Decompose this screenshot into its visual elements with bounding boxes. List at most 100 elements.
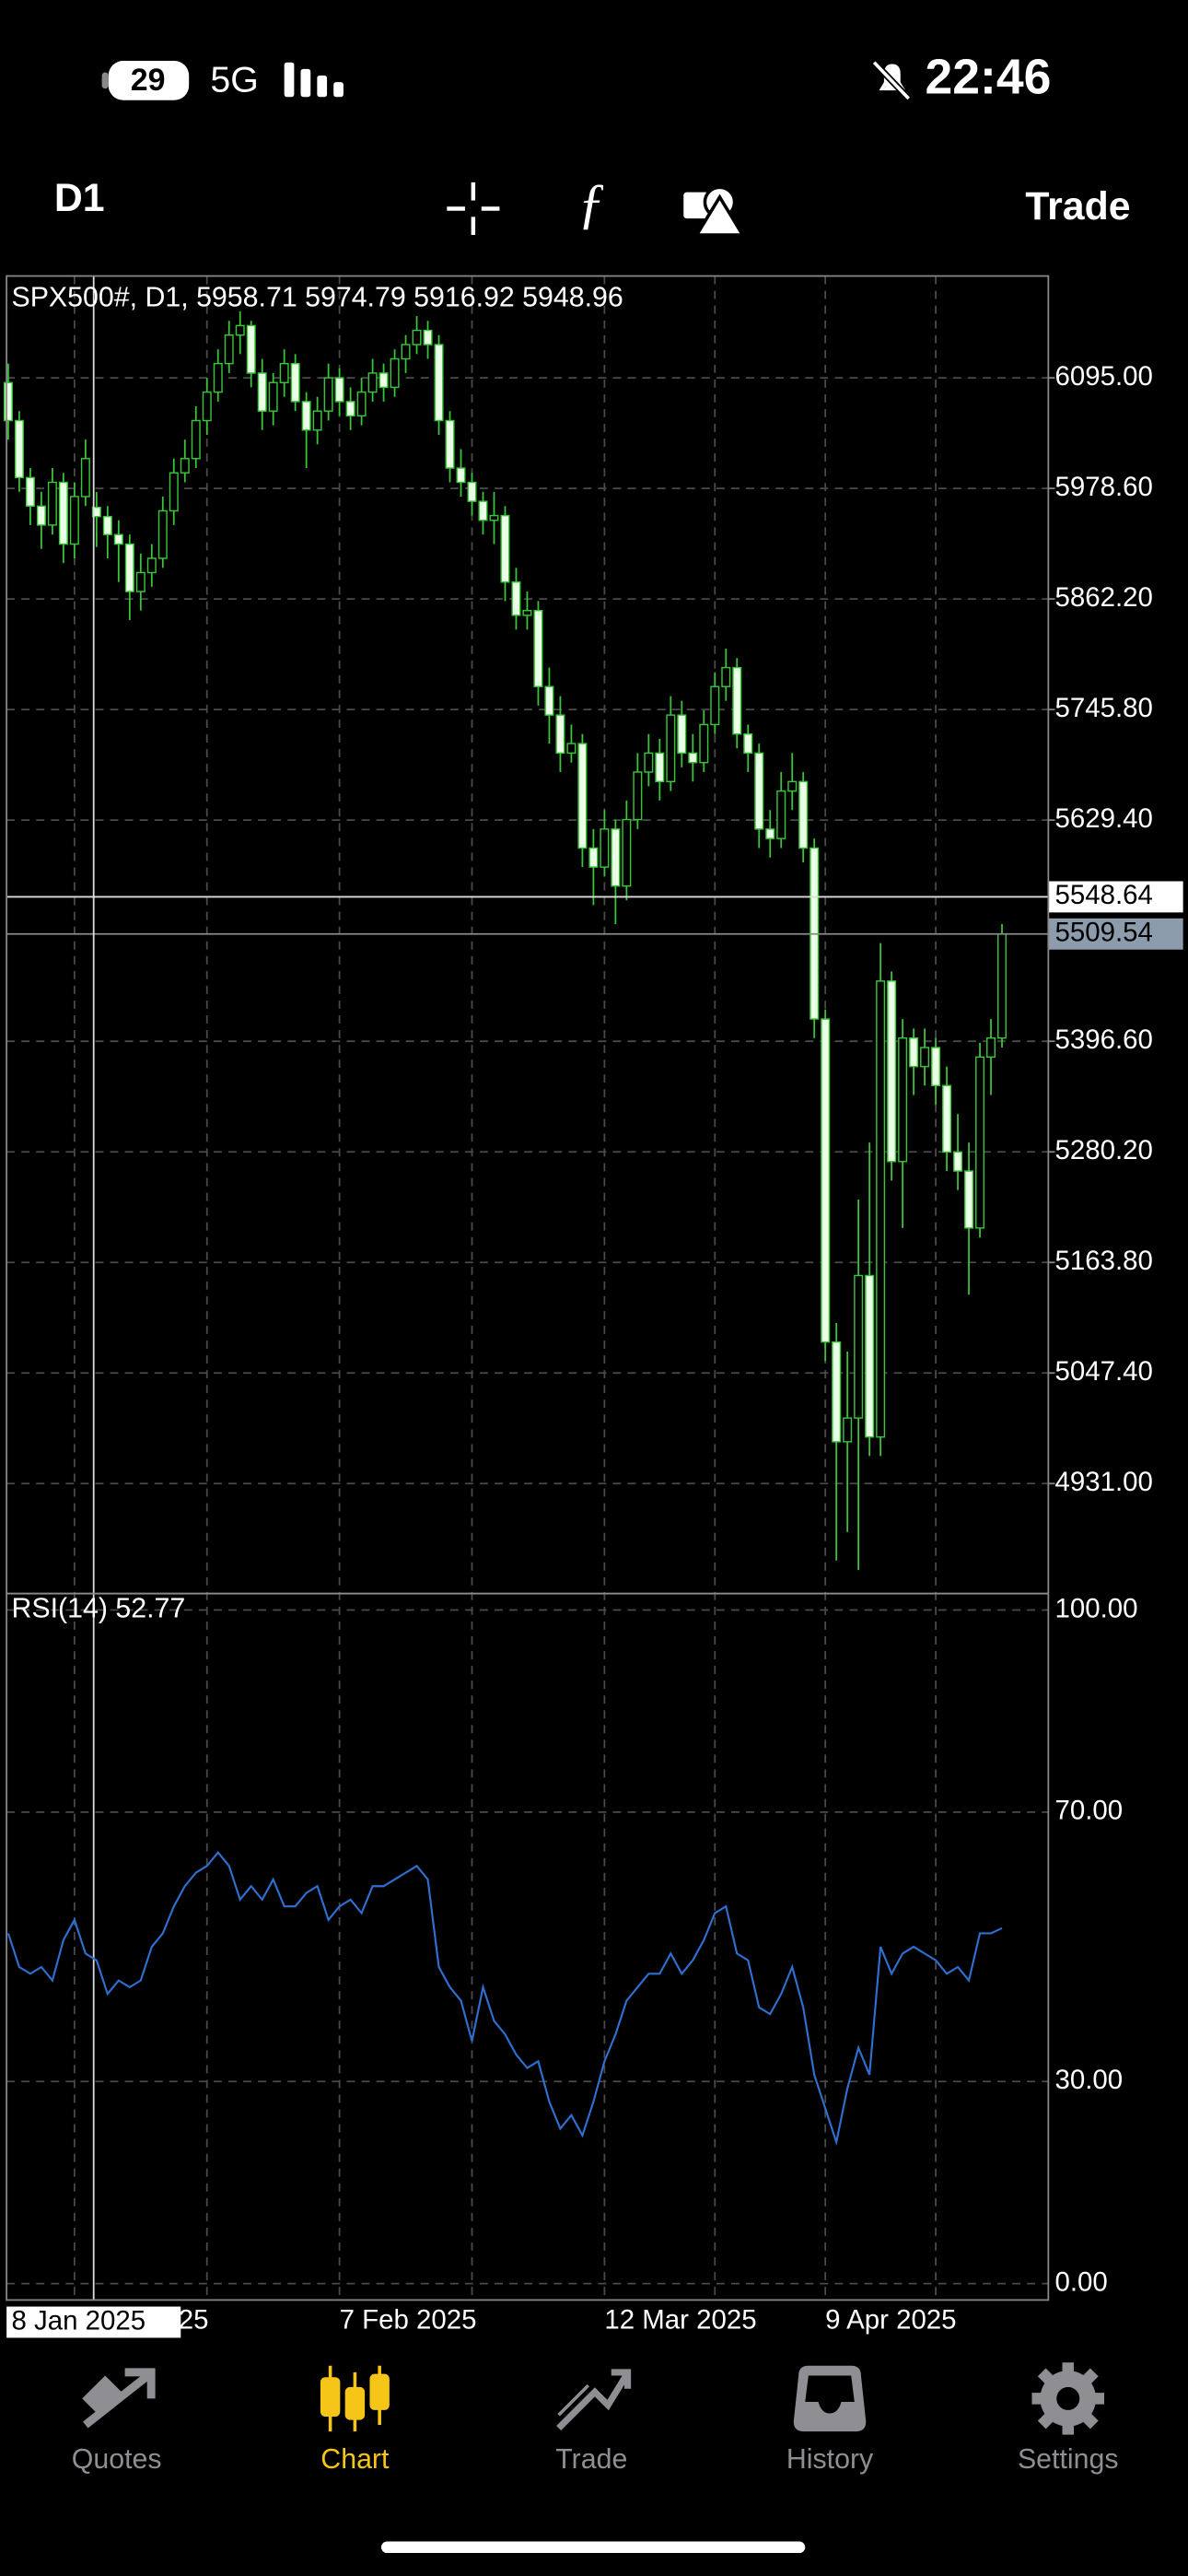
candle-body <box>821 1018 831 1343</box>
candle-body <box>964 1170 974 1229</box>
y-tick-label: 0.00 <box>1054 2266 1107 2297</box>
y-tick-label: 6095.00 <box>1054 361 1152 392</box>
tab-history[interactable]: History <box>786 2365 874 2475</box>
candle-body <box>754 752 764 830</box>
tab-trade[interactable]: Trade <box>555 2369 632 2475</box>
crosshair-button[interactable] <box>447 181 500 235</box>
tab-label: History <box>786 2444 874 2475</box>
crosshair-price-box <box>1048 881 1183 913</box>
candle-body <box>600 828 610 868</box>
candle-body <box>953 1151 963 1172</box>
candle-body <box>544 685 554 716</box>
chart-area: 6095.00 5978.60 5862.20 5745.80 5629.40 5396.… <box>3 275 1183 2338</box>
candle-body <box>633 771 643 821</box>
crosshair-date-box <box>6 2306 181 2338</box>
trade-button[interactable]: Trade <box>1025 184 1130 228</box>
candle-body <box>765 828 775 839</box>
last-price-box <box>1048 918 1183 950</box>
candle-body <box>25 476 35 508</box>
candle-body <box>235 324 245 336</box>
x-tick-label: 9 Apr 2025 <box>825 2304 956 2335</box>
y-tick-label: 5280.20 <box>1054 1135 1152 1165</box>
candle-body <box>135 571 146 592</box>
tab-quotes[interactable]: Quotes <box>72 2368 162 2475</box>
candle-body <box>367 372 378 393</box>
candle-body <box>180 458 190 474</box>
candle-body <box>80 458 90 498</box>
candle-body <box>677 714 687 755</box>
candle-body <box>257 372 267 412</box>
y-tick-label: 5745.80 <box>1054 693 1152 723</box>
candle-body <box>345 401 355 417</box>
candle-body <box>710 685 720 726</box>
candle-body <box>202 391 212 422</box>
candle-body <box>390 357 400 389</box>
crosshair-price-label: 5548.64 <box>1054 880 1152 910</box>
candle-body <box>611 828 621 887</box>
candle-body <box>666 714 676 783</box>
candle-body <box>832 1341 842 1443</box>
candle-body <box>423 329 433 345</box>
candle-body <box>699 723 709 764</box>
candle-body <box>854 1274 864 1419</box>
y-tick-label: 70.00 <box>1054 1796 1123 1826</box>
y-tick-label: 5629.40 <box>1054 803 1152 834</box>
candle-body <box>997 933 1007 1039</box>
candle-body <box>301 401 311 431</box>
timeframe-button[interactable]: D1 <box>54 176 105 220</box>
candle-body <box>721 666 731 687</box>
candle-body <box>401 344 411 360</box>
candle-body <box>555 714 565 755</box>
tab-chart[interactable]: Chart <box>320 2365 390 2475</box>
network: 5G <box>210 60 258 100</box>
candle-body <box>644 752 654 773</box>
candle-body <box>3 381 13 422</box>
candle-body <box>323 377 333 412</box>
candle-body <box>47 481 57 526</box>
candle-body <box>102 515 112 535</box>
candle-body <box>445 419 455 469</box>
candle-body <box>169 472 179 512</box>
candle-body <box>434 344 444 422</box>
candle-body <box>776 790 786 839</box>
rsi-pane-frame <box>6 1592 1050 2301</box>
indicators-button[interactable]: ƒ <box>577 172 605 234</box>
candle-body <box>688 752 698 764</box>
candle-body <box>787 780 798 792</box>
x-tick-label: 7 Feb 2025 <box>340 2304 477 2335</box>
candle-body <box>588 847 599 868</box>
candle-body <box>500 514 510 583</box>
candle-body <box>743 733 753 755</box>
status-bar: 29 5G 22:46 <box>101 51 1052 105</box>
candle-body <box>622 818 632 887</box>
candle-body <box>920 1047 930 1068</box>
objects-button[interactable] <box>683 185 746 237</box>
home-indicator <box>380 2541 806 2554</box>
rsi-title: RSI(14) 52.77 <box>11 1594 185 1624</box>
y-tick-label: 5163.80 <box>1054 1246 1152 1276</box>
candle-body <box>931 1047 941 1086</box>
candle-body <box>986 1036 996 1059</box>
candle-body <box>456 467 466 484</box>
candle-body <box>312 410 322 431</box>
candle-body <box>566 743 577 755</box>
candle-body <box>909 1036 919 1068</box>
candle-body <box>58 481 68 545</box>
candle-body <box>91 506 101 518</box>
candle-body <box>843 1417 853 1443</box>
clock: 22:46 <box>926 51 1052 105</box>
battery-level: 29 <box>131 63 166 98</box>
candle-body <box>191 419 201 460</box>
crosshair-date-label: 8 Jan 2025 <box>11 2305 146 2336</box>
candle-body <box>113 533 123 545</box>
candle-body <box>511 581 521 616</box>
candle-body <box>268 381 278 412</box>
silent-icon <box>871 60 912 101</box>
candle-body <box>213 362 223 393</box>
candle-body <box>157 509 168 559</box>
candle-body <box>876 980 886 1438</box>
candle-body <box>887 980 897 1163</box>
candle-body <box>577 743 588 849</box>
tab-label: Settings <box>1018 2444 1119 2475</box>
tab-settings[interactable]: Settings <box>1018 2362 1119 2475</box>
